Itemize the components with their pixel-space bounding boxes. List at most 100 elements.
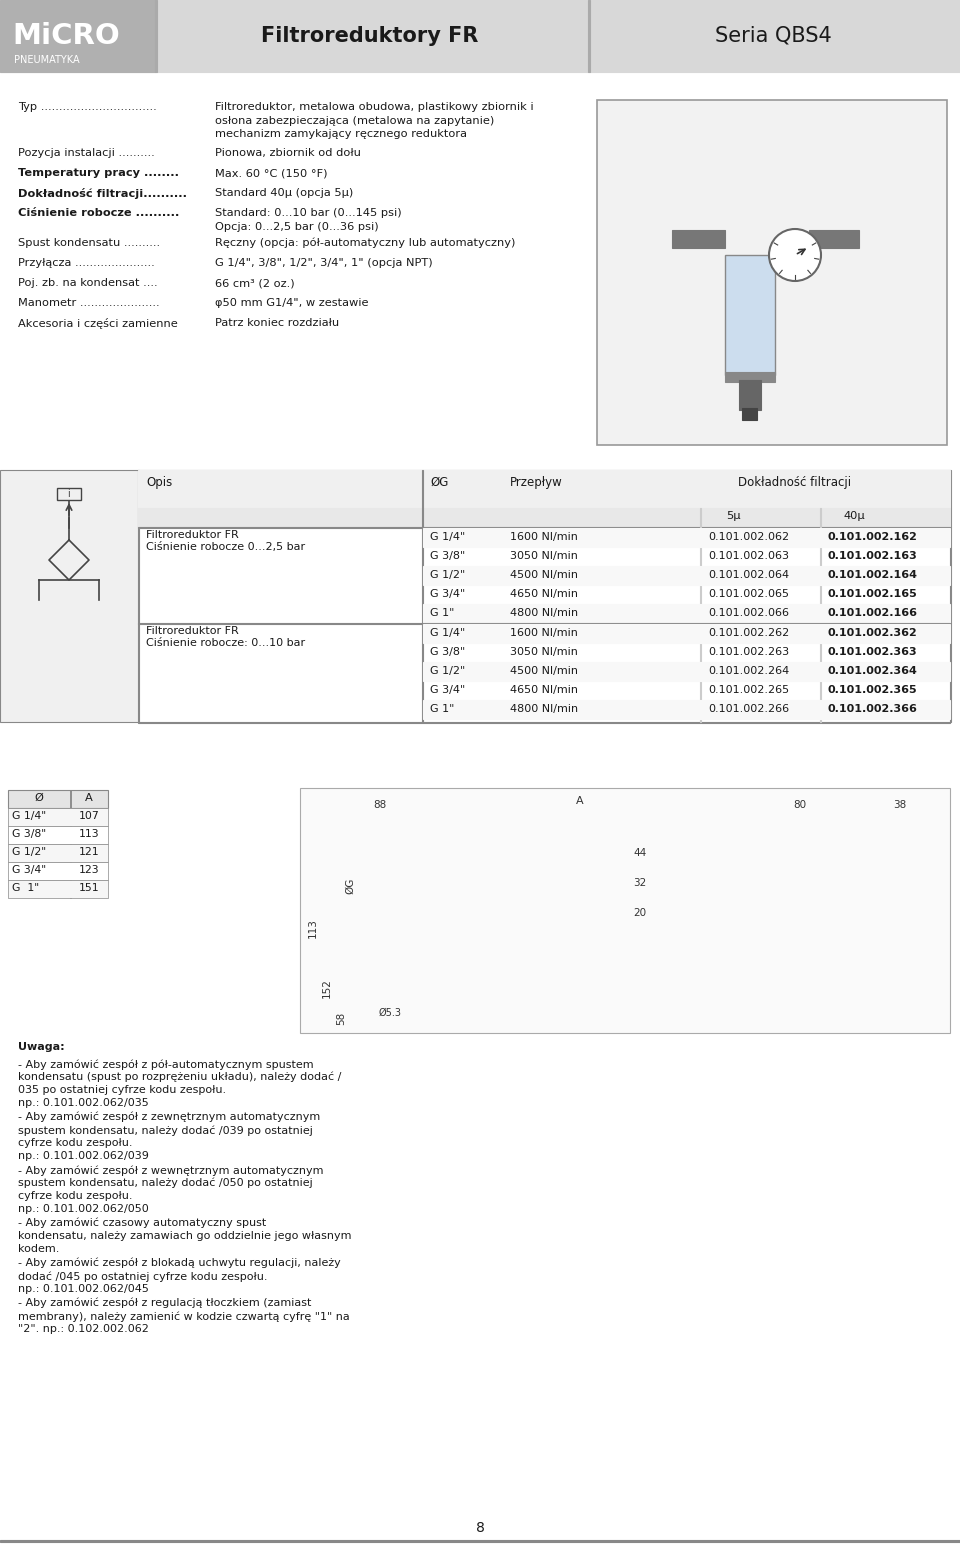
Text: 0.101.002.063: 0.101.002.063 [708,551,789,560]
Bar [588,0,589,73]
Ellipse shape [769,229,821,282]
Text: - Aby zamówić zespół z blokadą uchwytu regulacji, należy: - Aby zamówić zespół z blokadą uchwytu r… [18,1259,341,1268]
Text: Filtroreduktory FR: Filtroreduktory FR [261,26,479,46]
Text: 0.101.002.264: 0.101.002.264 [708,666,789,676]
Text: 0.101.002.165: 0.101.002.165 [828,588,918,599]
Bar [725,372,775,382]
Bar [725,255,775,375]
Bar [950,471,951,721]
Text: ØG: ØG [345,878,355,895]
Text: 107: 107 [79,811,100,820]
Text: 4650 Nl/min: 4650 Nl/min [510,686,578,695]
Bar [423,604,950,622]
Text: Opis: Opis [146,475,172,489]
Text: G 3/4": G 3/4" [430,588,466,599]
Text: G 1/4": G 1/4" [12,811,46,820]
Text: Opcja: 0...2,5 bar (0...36 psi): Opcja: 0...2,5 bar (0...36 psi) [215,221,378,232]
Text: 0.101.002.166: 0.101.002.166 [828,608,918,618]
Text: Spust kondensatu ..........: Spust kondensatu .......... [18,238,160,248]
Text: 44: 44 [634,848,647,858]
Text: Ciśnienie robocze: 0...10 bar: Ciśnienie robocze: 0...10 bar [146,638,305,649]
Text: 66 cm³ (2 oz.): 66 cm³ (2 oz.) [215,279,295,288]
Text: kondensatu, należy zamawiach go oddzielnie jego własnym: kondensatu, należy zamawiach go oddzieln… [18,1231,351,1241]
Bar [8,808,108,827]
Text: φ50 mm G1/4", w zestawie: φ50 mm G1/4", w zestawie [215,299,369,308]
Text: 40μ: 40μ [843,511,865,522]
Bar [8,844,108,862]
Bar [423,624,950,642]
Text: Filtroreduktor, metalowa obudowa, plastikowy zbiornik i: Filtroreduktor, metalowa obudowa, plasti… [215,102,534,111]
Text: G 1/2": G 1/2" [430,570,466,580]
Bar [138,471,950,508]
Text: Typ ................................: Typ ................................ [18,102,156,111]
Bar [8,879,108,898]
Text: Standard: 0...10 bar (0...145 psi): Standard: 0...10 bar (0...145 psi) [215,207,401,218]
Text: 121: 121 [79,847,99,858]
Bar [300,788,950,1033]
Text: 1600 Nl/min: 1600 Nl/min [510,533,578,542]
Text: 20: 20 [634,909,647,918]
Bar [423,528,950,546]
Text: spustem kondensatu, należy dodać /050 po ostatniej: spustem kondensatu, należy dodać /050 po… [18,1178,313,1189]
Bar [8,862,108,879]
Text: 0.101.002.164: 0.101.002.164 [828,570,918,580]
Text: dodać /045 po ostatniej cyfrze kodu zespołu.: dodać /045 po ostatniej cyfrze kodu zesp… [18,1271,268,1282]
Text: cyfrze kodu zespołu.: cyfrze kodu zespołu. [18,1138,132,1149]
Text: G 1/4": G 1/4" [430,533,466,542]
Text: Dokładność filtracji..........: Dokładność filtracji.......... [18,187,187,200]
Text: - Aby zamówić zespół z pół-automatycznym spustem: - Aby zamówić zespół z pół-automatycznym… [18,1059,314,1070]
Bar [422,471,423,721]
Text: 38: 38 [894,800,906,810]
Text: 3050 Nl/min: 3050 Nl/min [510,551,578,560]
Bar [57,488,81,500]
Bar [809,231,859,248]
Text: Przepływ: Przepływ [510,475,563,489]
Text: 0.101.002.366: 0.101.002.366 [828,704,918,714]
Text: 58: 58 [336,1011,346,1025]
Text: spustem kondensatu, należy dodać /039 po ostatniej: spustem kondensatu, należy dodać /039 po… [18,1125,313,1136]
Text: PNEUMATYKA: PNEUMATYKA [14,56,80,65]
Bar [423,663,950,681]
Bar [745,111,789,127]
Bar [138,471,139,721]
Text: kodem.: kodem. [18,1245,60,1254]
Text: Manometr ......................: Manometr ...................... [18,299,159,308]
Text: Poj. zb. na kondensat ....: Poj. zb. na kondensat .... [18,279,157,288]
Bar [0,1540,960,1542]
Text: Ø: Ø [35,793,43,803]
Text: Dokładność filtracji: Dokładność filtracji [738,475,852,489]
Bar [0,0,155,73]
Text: osłona zabezpieczająca (metalowa na zapytanie): osłona zabezpieczająca (metalowa na zapy… [215,116,494,125]
Text: 4800 Nl/min: 4800 Nl/min [510,608,578,618]
Text: kondensatu (spust po rozprężeniu układu), należy dodać /: kondensatu (spust po rozprężeniu układu)… [18,1073,342,1082]
Text: 0.101.002.364: 0.101.002.364 [828,666,918,676]
Text: 0.101.002.062: 0.101.002.062 [708,533,789,542]
Bar [700,508,701,721]
Bar [725,221,809,257]
Text: A: A [85,793,93,803]
Text: G 1": G 1" [430,704,454,714]
Text: Filtroreduktor FR: Filtroreduktor FR [146,529,239,540]
Text: Akcesoria i części zamienne: Akcesoria i części zamienne [18,317,178,330]
Bar [138,508,950,526]
Text: 88: 88 [373,800,387,810]
Text: ØG: ØG [430,475,448,489]
Text: np.: 0.101.002.062/035: np.: 0.101.002.062/035 [18,1098,149,1108]
Text: "2". np.: 0.102.002.062: "2". np.: 0.102.002.062 [18,1324,149,1334]
Text: G  1": G 1" [12,882,39,893]
Text: 0.101.002.064: 0.101.002.064 [708,570,789,580]
Bar [423,700,950,718]
Text: 0.101.002.066: 0.101.002.066 [708,608,789,618]
Bar [423,567,950,585]
Bar [0,471,138,721]
Text: Standard 40μ (opcja 5μ): Standard 40μ (opcja 5μ) [215,187,353,198]
Text: Ciśnienie robocze ..........: Ciśnienie robocze .......... [18,207,180,218]
Text: 32: 32 [634,878,647,889]
Text: np.: 0.101.002.062/050: np.: 0.101.002.062/050 [18,1204,149,1214]
Text: Temperatury pracy ........: Temperatury pracy ........ [18,169,179,178]
Text: Patrz koniec rozdziału: Patrz koniec rozdziału [215,317,339,328]
Text: 152: 152 [322,978,332,998]
Text: 0.101.002.265: 0.101.002.265 [708,686,789,695]
Text: 4500 Nl/min: 4500 Nl/min [510,666,578,676]
Text: Przyłącza ......................: Przyłącza ...................... [18,259,155,268]
